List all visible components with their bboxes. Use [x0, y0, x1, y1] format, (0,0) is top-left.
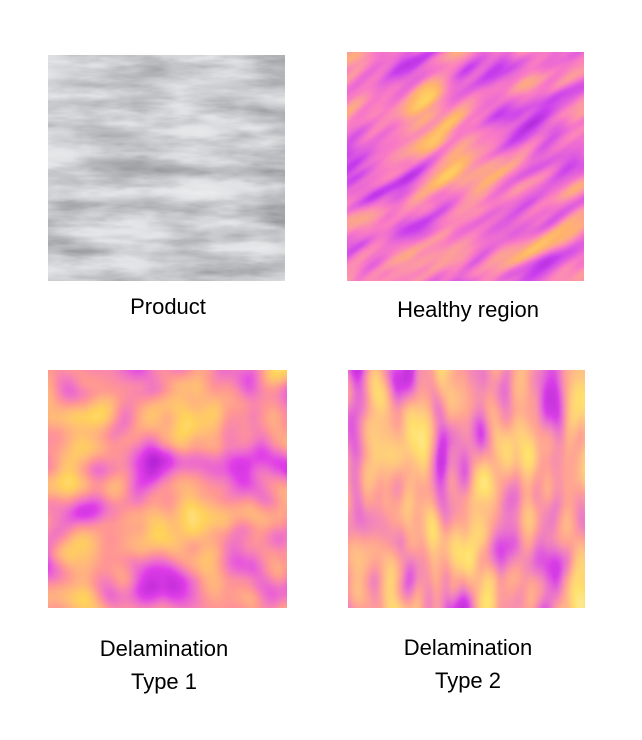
caption: Product	[130, 294, 206, 319]
type1-image	[47, 369, 288, 609]
caption: Type 1	[131, 669, 197, 694]
healthy-image	[347, 52, 584, 281]
caption: Type 2	[435, 668, 501, 693]
caption: Delamination	[100, 636, 228, 661]
healthy-texture	[347, 52, 584, 281]
type2-image	[347, 369, 586, 609]
caption: Healthy region	[397, 297, 539, 322]
caption: Delamination	[404, 635, 532, 660]
product-image	[48, 55, 285, 281]
